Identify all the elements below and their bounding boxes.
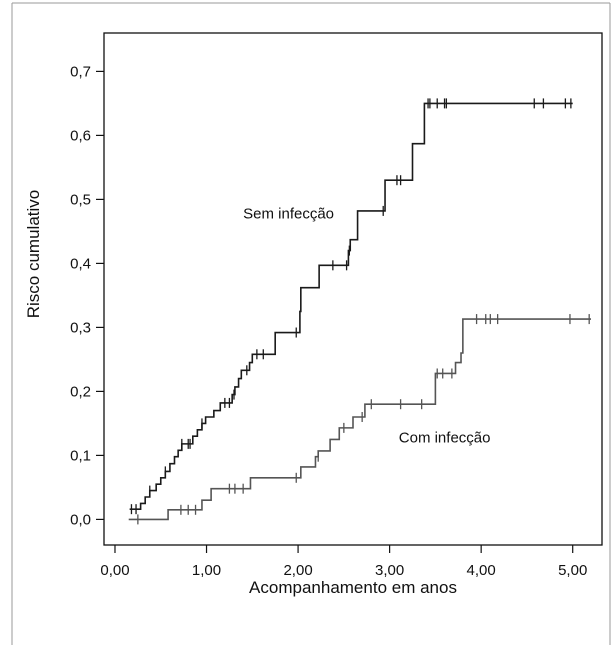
plot-area	[103, 32, 603, 546]
y-tick-label: 0,3	[70, 319, 91, 336]
x-tick-label: 0,00	[100, 562, 129, 579]
y-tick-label: 0,4	[70, 255, 91, 272]
series-line-com-infec-o	[128, 318, 592, 521]
series-label-com-infec-o: Com infecção	[399, 430, 491, 447]
series-label-sem-infec-o: Sem infecção	[243, 206, 334, 223]
x-axis-ticks: 0,00 1,00 2,00 3,00 4,00 5,00	[100, 545, 587, 579]
y-tick-label: 0,2	[70, 383, 91, 400]
x-tick-label: 5,00	[558, 562, 587, 579]
series-layer	[128, 98, 592, 525]
x-tick-label: 1,00	[192, 562, 221, 579]
y-tick-label: 0,7	[70, 63, 91, 80]
series-line-sem-infec-o	[129, 102, 573, 510]
x-axis-title: Acompanhamento em anos	[249, 578, 457, 597]
x-tick-label: 3,00	[375, 562, 404, 579]
x-tick-label: 2,00	[283, 562, 312, 579]
y-axis-ticks: 0,0 0,1 0,2 0,3 0,4 0,5 0,6 0,7	[70, 63, 104, 528]
x-tick-label: 4,00	[467, 562, 496, 579]
y-tick-label: 0,6	[70, 127, 91, 144]
series-labels: Sem infecção Com infecção	[243, 206, 490, 447]
y-tick-label: 0,1	[70, 447, 91, 464]
y-tick-label: 0,0	[70, 511, 91, 528]
y-axis-title: Risco cumulativo	[24, 190, 43, 319]
y-tick-label: 0,5	[70, 191, 91, 208]
